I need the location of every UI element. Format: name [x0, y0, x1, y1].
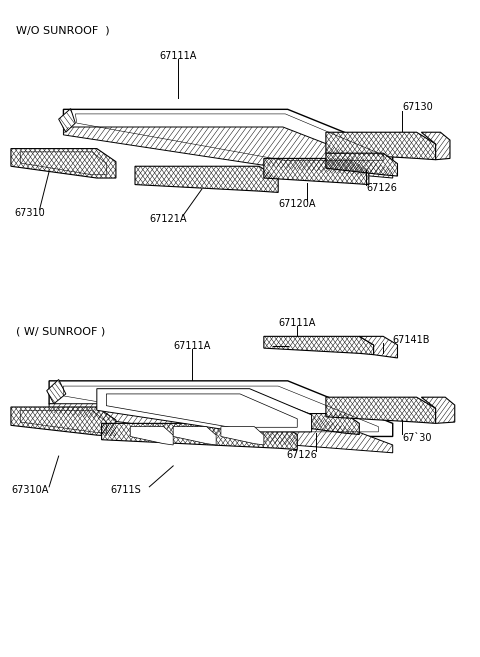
Polygon shape [421, 397, 455, 423]
Polygon shape [49, 404, 393, 453]
Polygon shape [49, 381, 393, 436]
Polygon shape [264, 336, 373, 355]
Polygon shape [63, 127, 393, 178]
Text: 67141B: 67141B [393, 335, 430, 346]
Polygon shape [11, 148, 116, 178]
Polygon shape [135, 166, 278, 193]
Polygon shape [130, 426, 173, 445]
Text: 67126: 67126 [287, 450, 317, 460]
Polygon shape [421, 132, 450, 160]
Polygon shape [107, 394, 297, 427]
Polygon shape [47, 380, 66, 404]
Text: 67120A: 67120A [278, 199, 316, 209]
Polygon shape [102, 423, 297, 449]
Polygon shape [288, 413, 360, 434]
Polygon shape [326, 153, 397, 176]
Polygon shape [326, 132, 436, 160]
Text: 6711S: 6711S [110, 485, 141, 495]
Polygon shape [264, 158, 369, 185]
Polygon shape [360, 336, 397, 358]
Polygon shape [59, 108, 75, 132]
Polygon shape [97, 389, 312, 432]
Text: 67310A: 67310A [12, 485, 48, 495]
Text: 67310: 67310 [15, 208, 46, 217]
Text: 67`30: 67`30 [402, 433, 432, 443]
Text: 67111A: 67111A [174, 341, 211, 351]
Polygon shape [11, 407, 116, 436]
Polygon shape [63, 109, 393, 165]
Polygon shape [221, 426, 264, 445]
Polygon shape [326, 397, 436, 423]
Text: 67121A: 67121A [150, 214, 187, 224]
Text: W/O SUNROOF  ): W/O SUNROOF ) [16, 26, 109, 36]
Text: 67111A: 67111A [278, 318, 316, 328]
Text: 67126: 67126 [366, 183, 397, 193]
Text: ( W/ SUNROOF ): ( W/ SUNROOF ) [16, 327, 105, 337]
Text: 67130: 67130 [402, 102, 433, 112]
Polygon shape [173, 426, 216, 445]
Text: 67111A: 67111A [159, 51, 197, 60]
